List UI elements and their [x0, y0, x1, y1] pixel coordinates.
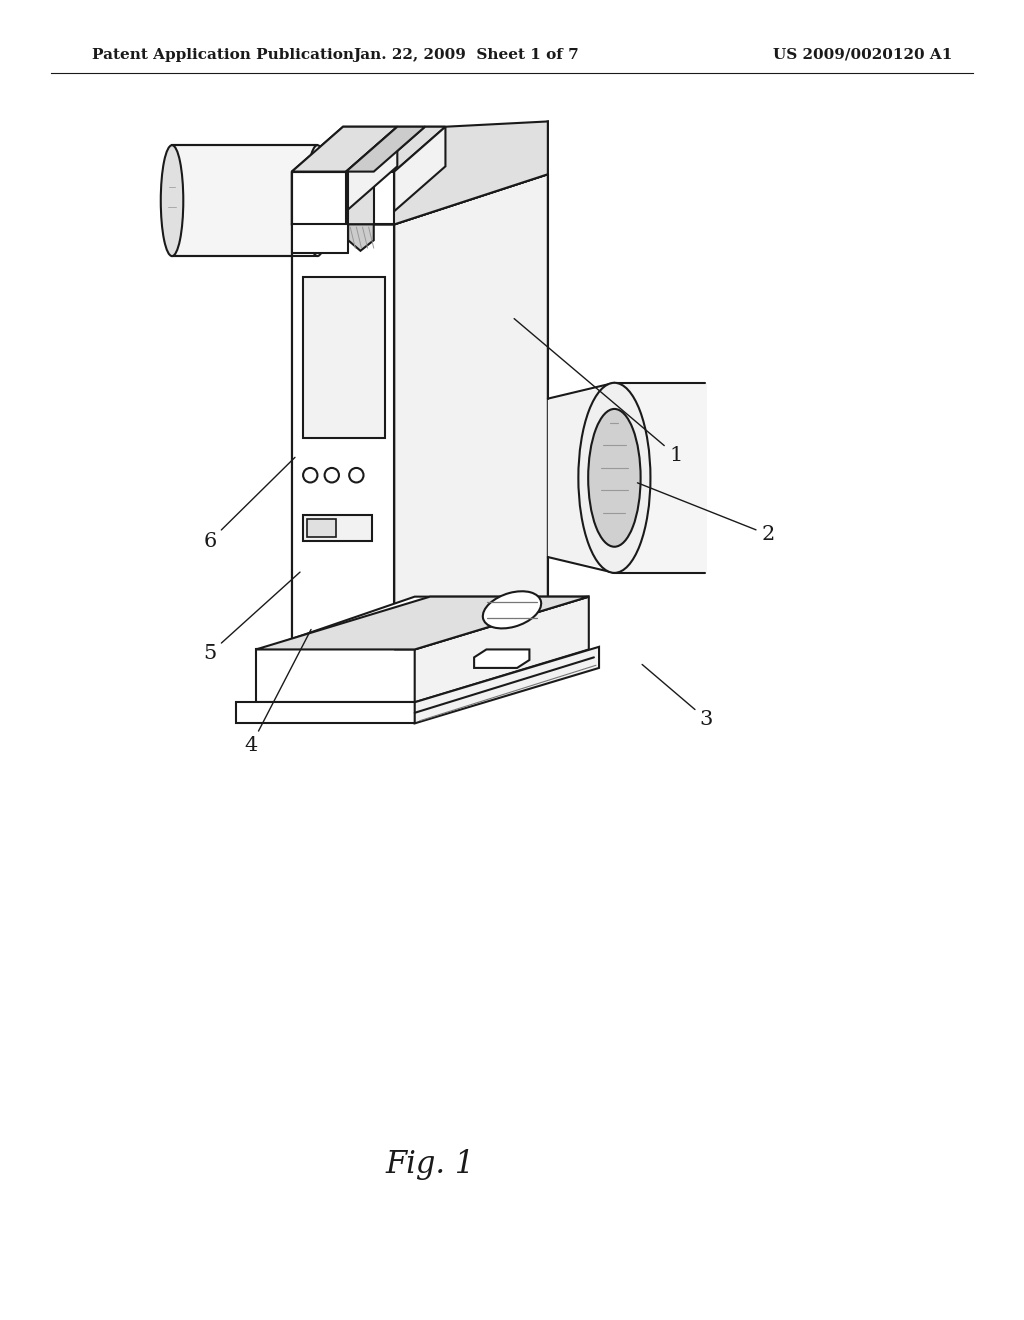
- Polygon shape: [303, 277, 385, 438]
- Polygon shape: [303, 515, 372, 541]
- Polygon shape: [256, 597, 589, 649]
- Polygon shape: [474, 649, 529, 668]
- Polygon shape: [307, 519, 336, 537]
- Polygon shape: [292, 224, 394, 649]
- Polygon shape: [292, 127, 397, 172]
- Polygon shape: [394, 127, 445, 211]
- Text: Fig. 1: Fig. 1: [385, 1148, 475, 1180]
- Ellipse shape: [306, 145, 329, 256]
- Text: 5: 5: [204, 572, 300, 663]
- Polygon shape: [292, 172, 348, 253]
- Ellipse shape: [325, 467, 339, 482]
- Polygon shape: [256, 649, 415, 702]
- Text: 1: 1: [514, 318, 683, 465]
- Ellipse shape: [303, 467, 317, 482]
- Polygon shape: [346, 127, 425, 172]
- Text: Jan. 22, 2009  Sheet 1 of 7: Jan. 22, 2009 Sheet 1 of 7: [353, 48, 579, 62]
- Ellipse shape: [588, 409, 641, 546]
- Text: US 2009/0020120 A1: US 2009/0020120 A1: [773, 48, 952, 62]
- Polygon shape: [292, 224, 394, 649]
- Polygon shape: [292, 172, 346, 224]
- Ellipse shape: [349, 467, 364, 482]
- Polygon shape: [348, 224, 374, 251]
- Polygon shape: [374, 127, 445, 172]
- Polygon shape: [394, 597, 589, 649]
- Polygon shape: [394, 174, 548, 649]
- Polygon shape: [261, 597, 589, 649]
- Text: 4: 4: [245, 630, 311, 755]
- Polygon shape: [346, 127, 397, 211]
- Text: 3: 3: [642, 664, 714, 729]
- Polygon shape: [548, 383, 631, 573]
- Text: 6: 6: [204, 457, 295, 550]
- Polygon shape: [415, 597, 589, 702]
- Ellipse shape: [483, 591, 541, 628]
- Polygon shape: [614, 383, 707, 573]
- Polygon shape: [415, 647, 599, 723]
- Ellipse shape: [161, 145, 183, 256]
- Ellipse shape: [579, 383, 650, 573]
- Text: 2: 2: [638, 483, 774, 544]
- Polygon shape: [236, 702, 415, 723]
- Polygon shape: [292, 121, 548, 224]
- Text: Patent Application Publication: Patent Application Publication: [92, 48, 354, 62]
- Polygon shape: [172, 145, 317, 256]
- Polygon shape: [394, 121, 548, 224]
- Polygon shape: [374, 172, 394, 224]
- Polygon shape: [292, 174, 548, 224]
- Polygon shape: [292, 174, 346, 224]
